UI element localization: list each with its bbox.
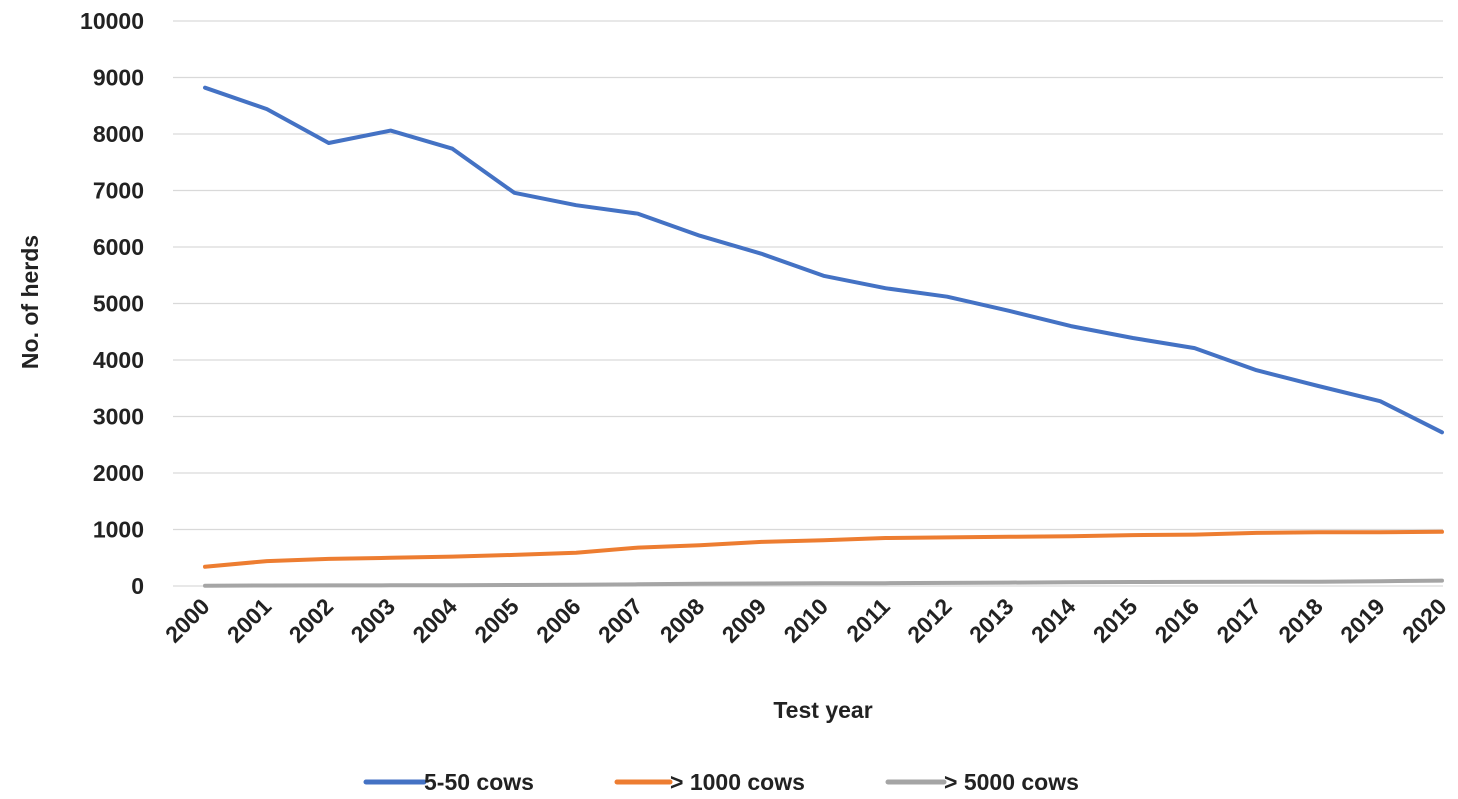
- y-tick-label: 2000: [93, 460, 144, 486]
- y-tick-label: 6000: [93, 234, 144, 260]
- x-axis-title: Test year: [773, 697, 872, 723]
- legend-label: 5-50 cows: [424, 769, 534, 795]
- series-lines: [203, 85, 1444, 588]
- x-tick-label: 2013: [964, 593, 1019, 648]
- x-axis-tick-labels: 2000 2001 2002 2003 2004 2005 2006 2007 2008 2009…: [160, 593, 1452, 648]
- x-tick-label: 2017: [1211, 593, 1266, 648]
- x-tick-label: 2001: [222, 593, 277, 648]
- legend-item-2: > 1000 cows: [614, 769, 805, 795]
- legend-item-3: > 5000 cows: [885, 769, 1079, 795]
- x-tick-label: 2011: [841, 593, 895, 647]
- x-tick-label: 2019: [1335, 593, 1390, 648]
- y-tick-label: 7000: [93, 178, 144, 204]
- x-tick-label: 2014: [1026, 593, 1081, 648]
- x-tick-label: 2020: [1397, 593, 1452, 648]
- series-line-2: [203, 529, 1444, 569]
- legend-label: > 1000 cows: [670, 769, 805, 795]
- y-tick-label: 3000: [93, 404, 144, 430]
- y-tick-label: 10000: [80, 8, 144, 34]
- legend: 5-50 cows > 1000 cows > 5000 cows: [363, 769, 1079, 795]
- x-tick-label: 2016: [1150, 593, 1205, 648]
- legend-label: > 5000 cows: [944, 769, 1079, 795]
- y-tick-label: 0: [131, 573, 144, 599]
- x-tick-label: 2008: [655, 593, 710, 648]
- y-tick-label: 9000: [93, 65, 144, 91]
- y-axis-title: No. of herds: [17, 235, 43, 369]
- x-tick-label: 2006: [531, 593, 586, 648]
- x-tick-label: 2010: [778, 593, 833, 648]
- y-tick-label: 5000: [93, 291, 144, 317]
- x-tick-label: 2015: [1088, 593, 1143, 648]
- series-line-1: [203, 85, 1444, 435]
- y-tick-label: 1000: [93, 517, 144, 543]
- x-tick-label: 2009: [717, 593, 772, 648]
- x-tick-label: 2005: [469, 593, 524, 648]
- y-tick-label: 8000: [93, 121, 144, 147]
- x-tick-label: 2018: [1273, 593, 1328, 648]
- x-tick-label: 2000: [160, 593, 215, 648]
- x-tick-label: 2002: [284, 593, 339, 648]
- x-tick-label: 2004: [407, 593, 462, 648]
- gridlines: [173, 20, 1443, 587]
- y-tick-label: 4000: [93, 347, 144, 373]
- legend-item-1: 5-50 cows: [363, 769, 534, 795]
- series-line-3: [203, 578, 1444, 588]
- x-tick-label: 2003: [346, 593, 401, 648]
- y-axis-tick-labels: 0 1000 2000 3000 4000 5000 6000 7000 8000 9000 100…: [80, 8, 144, 599]
- x-tick-label: 2012: [902, 593, 957, 648]
- x-tick-label: 2007: [593, 593, 648, 648]
